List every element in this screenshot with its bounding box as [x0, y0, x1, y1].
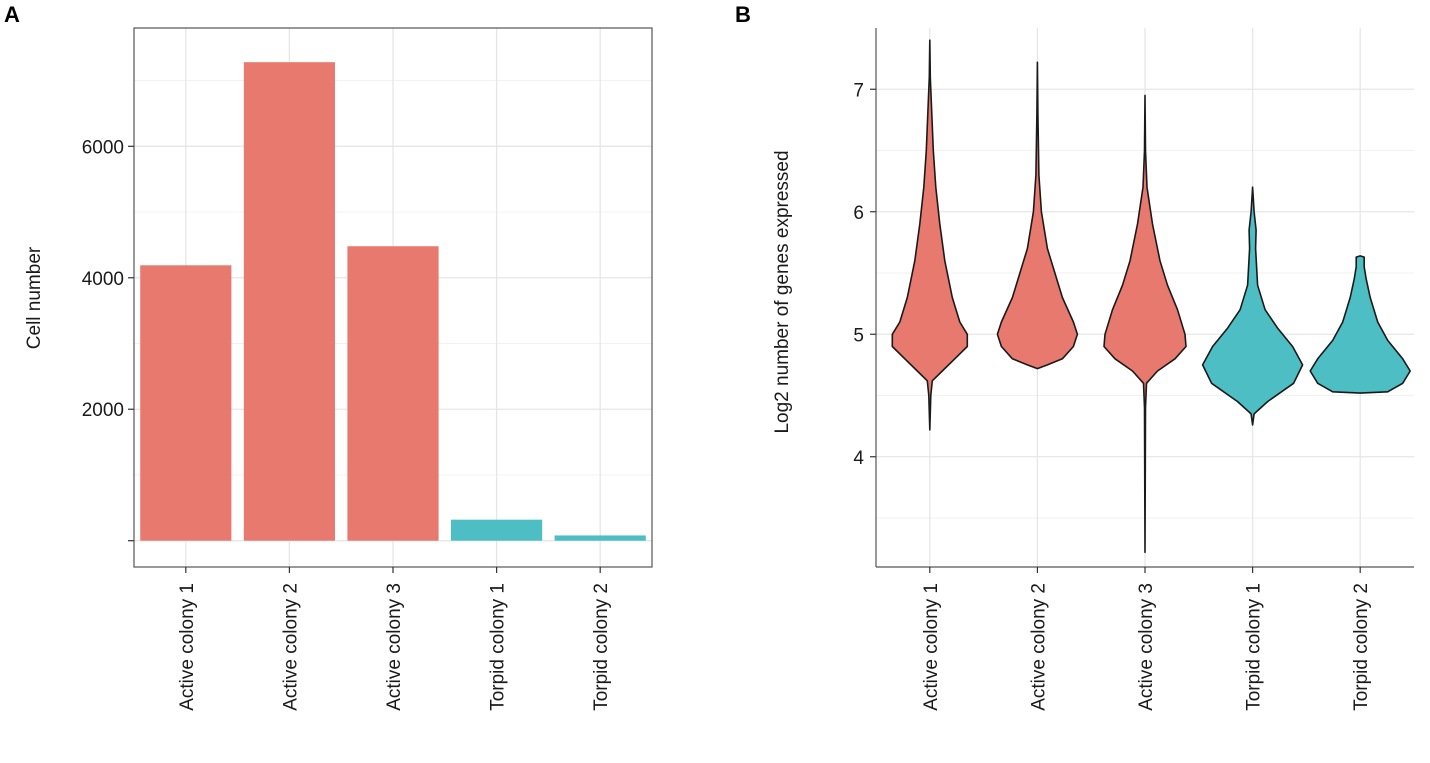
- panel-b-y-axis: 4 5 6 7: [853, 80, 876, 469]
- bar-active-colony-2: [243, 62, 335, 541]
- panel-a-letter: A: [4, 2, 20, 27]
- panel-a-y-axis: 2000 4000 6000: [82, 137, 134, 542]
- violin-active-colony-3: [1103, 94, 1187, 554]
- panel-b-x-tick-label: Torpid colony 2: [1351, 583, 1372, 711]
- violin-torpid-colony-1: [1201, 186, 1304, 426]
- panel-a-x-tick-label: Torpid colony 2: [591, 583, 612, 711]
- panel-b-x-tick-label: Torpid colony 1: [1244, 583, 1265, 711]
- panel-a-x-tick-label: Torpid colony 1: [488, 583, 509, 711]
- panel-a-bars: [140, 62, 646, 541]
- bar-active-colony-1: [140, 265, 232, 541]
- panel-a-x-tick-label: Active colony 2: [280, 583, 301, 711]
- violin-active-colony-2: [996, 61, 1079, 370]
- panel-a-x-axis: Active colony 1 Active colony 2 Active col…: [177, 567, 612, 711]
- panel-a-y-axis-title: Cell number: [24, 246, 45, 349]
- panel-b-x-tick-label: Active colony 2: [1028, 583, 1049, 711]
- panel-b-x-tick-label: Active colony 1: [921, 583, 942, 711]
- bar-torpid-colony-1: [451, 519, 543, 541]
- panel-b-letter: B: [735, 2, 751, 27]
- bar-torpid-colony-2: [554, 535, 646, 541]
- panel-b-x-axis: Active colony 1 Active colony 2 Active col…: [921, 567, 1372, 711]
- panel-a-x-tick-label: Active colony 3: [384, 583, 405, 711]
- violin-active-colony-1: [891, 39, 969, 431]
- panel-b-y-axis-title: Log2 number of genes expressed: [772, 150, 793, 433]
- panel-a-y-tick-label: 2000: [82, 400, 124, 421]
- bar-active-colony-3: [347, 246, 439, 541]
- panel-b-y-tick-label: 7: [853, 80, 864, 101]
- panel-b-y-tick-label: 4: [853, 448, 864, 469]
- panel-b-violins: [891, 39, 1411, 554]
- panel-b-x-tick-label: Active colony 3: [1136, 583, 1157, 711]
- panel-b-y-tick-label: 6: [853, 203, 864, 224]
- panel-b-y-tick-label: 5: [853, 325, 864, 346]
- panel-a-x-tick-label: Active colony 1: [177, 583, 198, 711]
- panel-a-y-tick-label: 6000: [82, 137, 124, 158]
- panel-a-y-tick-label: 4000: [82, 269, 124, 290]
- violin-torpid-colony-2: [1309, 255, 1411, 394]
